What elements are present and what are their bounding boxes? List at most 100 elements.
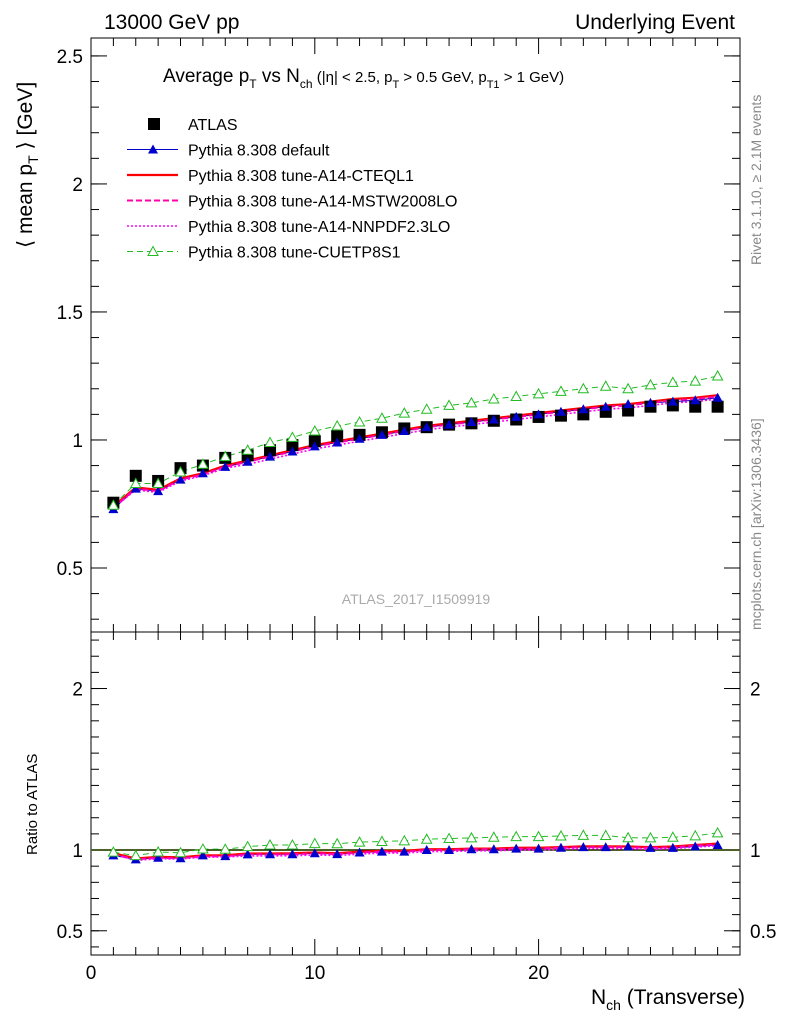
ratio-point-cuetp8s1 [197, 843, 209, 854]
main-point-default [332, 437, 343, 447]
ratio-point-default [578, 842, 589, 852]
main-point-cuetp8s1 [711, 369, 724, 381]
main-point-default [444, 419, 455, 429]
ratio-point-default [354, 847, 365, 857]
mcplots-label: mcplots.cern.ch [arXiv:1306.3436] [748, 418, 764, 630]
legend-marker-atlas [148, 118, 160, 130]
main-point-cuetp8s1 [264, 436, 276, 448]
ratio-point-default [555, 842, 566, 852]
main-point-cuetp8s1 [420, 403, 433, 414]
ratio-point-cuetp8s1 [667, 831, 679, 842]
main-point-cuetp8s1 [465, 396, 478, 408]
main-line-cteql1 [112, 394, 718, 508]
analysis-watermark: ATLAS_2017_I1509919 [342, 591, 491, 607]
main-point-cuetp8s1 [443, 399, 455, 410]
main-point-default [153, 486, 164, 496]
ratio-point-cuetp8s1 [331, 837, 344, 849]
legend-label-atlas: ATLAS [188, 117, 238, 134]
ratio-ytick-label-left: 1 [72, 841, 83, 862]
main-line-cuetp8s1 [113, 375, 718, 506]
ratio-point-cuetp8s1 [711, 826, 724, 838]
main-point-default [690, 395, 701, 405]
main-point-cuetp8s1 [555, 385, 567, 396]
ratio-point-cuetp8s1 [129, 849, 142, 861]
main-line-mstw [112, 395, 718, 509]
ratio-point-default [175, 853, 186, 863]
main-y-axis-label: ⟨ mean pT ⟩ [GeV] [14, 82, 41, 248]
xtick-label: 20 [528, 963, 549, 984]
ratio-ytick-label-right: 0.5 [750, 922, 776, 943]
ratio-point-default [667, 842, 678, 852]
main-point-default [466, 417, 477, 427]
main-ytick-label: 2.5 [57, 47, 83, 68]
ratio-point-default [376, 846, 387, 856]
ratio-ytick-label-right: 2 [750, 680, 761, 701]
ratio-point-cuetp8s1 [622, 831, 634, 843]
main-ytick-label: 2 [72, 175, 83, 196]
ratio-point-cuetp8s1 [532, 830, 545, 842]
main-point-cuetp8s1 [398, 407, 411, 418]
ratio-point-cuetp8s1 [308, 837, 321, 849]
main-point-atlas [711, 400, 724, 413]
main-point-cuetp8s1 [219, 450, 232, 462]
main-point-default [354, 433, 365, 443]
main-point-atlas [331, 430, 344, 443]
main-point-default [578, 404, 589, 414]
ratio-point-default [466, 844, 477, 854]
ratio-point-cuetp8s1 [376, 835, 388, 846]
ratio-point-default [511, 843, 522, 853]
ratio-point-cuetp8s1 [443, 832, 455, 844]
ratio-point-cuetp8s1 [286, 838, 299, 850]
main-point-default [197, 468, 208, 478]
ratio-point-cuetp8s1 [398, 834, 411, 846]
main-point-cuetp8s1 [353, 416, 366, 427]
ratio-point-cuetp8s1 [174, 846, 187, 858]
main-point-default [511, 411, 522, 421]
ratio-point-default [600, 842, 611, 852]
main-point-default [265, 451, 276, 461]
main-ytick-label: 0.5 [57, 559, 83, 580]
main-point-cuetp8s1 [487, 392, 500, 404]
main-point-default [645, 397, 656, 407]
main-point-default [600, 401, 611, 411]
ratio-point-default [421, 845, 432, 855]
ratio-line-nnpdf [113, 844, 718, 862]
main-point-default [623, 399, 634, 409]
ratio-point-cuetp8s1 [555, 829, 567, 841]
main-point-default [287, 446, 298, 456]
main-ytick-label: 1.5 [57, 303, 83, 324]
main-point-default [555, 406, 566, 416]
main-point-cuetp8s1 [510, 390, 523, 401]
ratio-point-default [153, 852, 164, 862]
main-point-atlas [264, 444, 277, 457]
main-series-layer [107, 369, 724, 514]
ratio-point-cuetp8s1 [465, 831, 478, 843]
ratio-point-default [533, 843, 544, 853]
ratio-point-default [309, 848, 320, 858]
main-point-atlas [129, 469, 142, 482]
legend-marker-cuetp8s1 [147, 245, 159, 256]
legend-label-cteql1: Pythia 8.308 tune-A14-CTEQL1 [188, 168, 414, 185]
ratio-point-cuetp8s1 [152, 845, 164, 857]
main-point-cuetp8s1 [107, 499, 120, 510]
ratio-point-default [265, 849, 276, 859]
main-point-cuetp8s1 [197, 458, 209, 469]
main-point-cuetp8s1 [644, 378, 657, 390]
x-axis-label: Nch (Transverse) [591, 986, 745, 1013]
ratio-point-cuetp8s1 [599, 829, 612, 840]
ratio-point-default [623, 841, 634, 851]
ratio-ytick-label-left: 2 [72, 680, 83, 701]
main-point-default [242, 456, 253, 466]
ratio-point-default [645, 842, 656, 852]
main-point-cuetp8s1 [331, 419, 344, 431]
main-point-cuetp8s1 [174, 465, 187, 477]
xtick-label: 0 [86, 963, 97, 984]
ratio-point-default [197, 850, 208, 860]
main-point-cuetp8s1 [241, 444, 254, 455]
legend-label-default: Pythia 8.308 default [188, 143, 330, 160]
ratio-ytick-label-left: 0.5 [57, 922, 83, 943]
main-point-cuetp8s1 [689, 375, 702, 386]
main-point-default [533, 409, 544, 419]
ratio-line-mstw [113, 843, 718, 861]
